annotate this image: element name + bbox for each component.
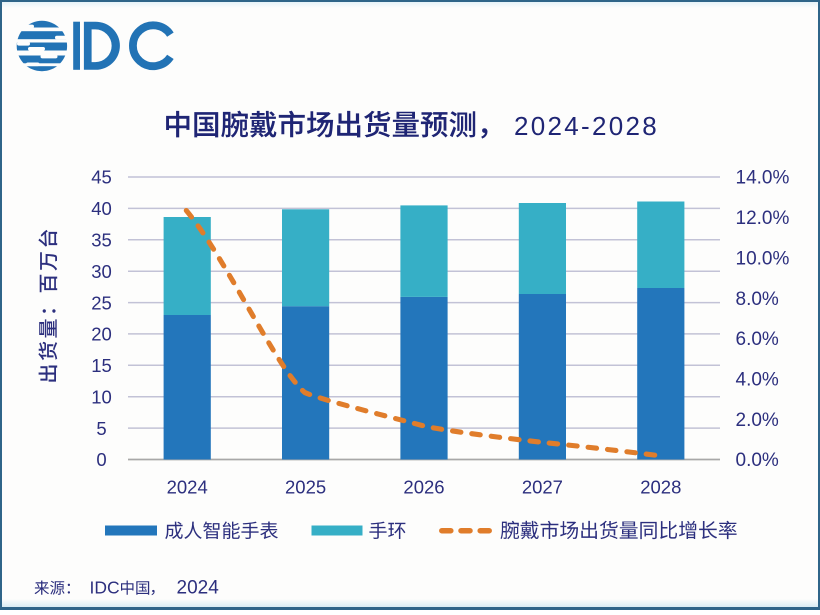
svg-text:15: 15 (91, 355, 112, 376)
svg-text:25: 25 (91, 292, 112, 313)
svg-text:2024: 2024 (167, 477, 208, 498)
svg-text:2024: 2024 (177, 578, 220, 599)
svg-text:8.0%: 8.0% (736, 289, 779, 310)
svg-text:2028: 2028 (640, 477, 681, 498)
svg-text:6.0%: 6.0% (736, 329, 779, 350)
svg-text:0.0%: 0.0% (736, 450, 779, 471)
svg-text:2.0%: 2.0% (736, 410, 779, 431)
svg-text:20: 20 (91, 324, 112, 345)
svg-text:10: 10 (91, 386, 112, 407)
svg-text:10.0%: 10.0% (736, 248, 790, 269)
svg-text:2027: 2027 (522, 477, 563, 498)
svg-text:45: 45 (91, 167, 112, 188)
svg-text:30: 30 (91, 261, 112, 282)
svg-text:5: 5 (96, 418, 106, 439)
svg-text:12.0%: 12.0% (736, 208, 790, 229)
svg-text:40: 40 (91, 198, 112, 219)
svg-text:2025: 2025 (285, 477, 326, 498)
svg-text:35: 35 (91, 230, 112, 251)
svg-text:2024-2028: 2024-2028 (514, 111, 659, 141)
svg-text:0: 0 (96, 449, 106, 470)
svg-text:14.0%: 14.0% (736, 168, 790, 189)
svg-text:2026: 2026 (403, 477, 444, 498)
svg-text:IDC: IDC (90, 578, 120, 598)
svg-text:4.0%: 4.0% (736, 370, 779, 391)
